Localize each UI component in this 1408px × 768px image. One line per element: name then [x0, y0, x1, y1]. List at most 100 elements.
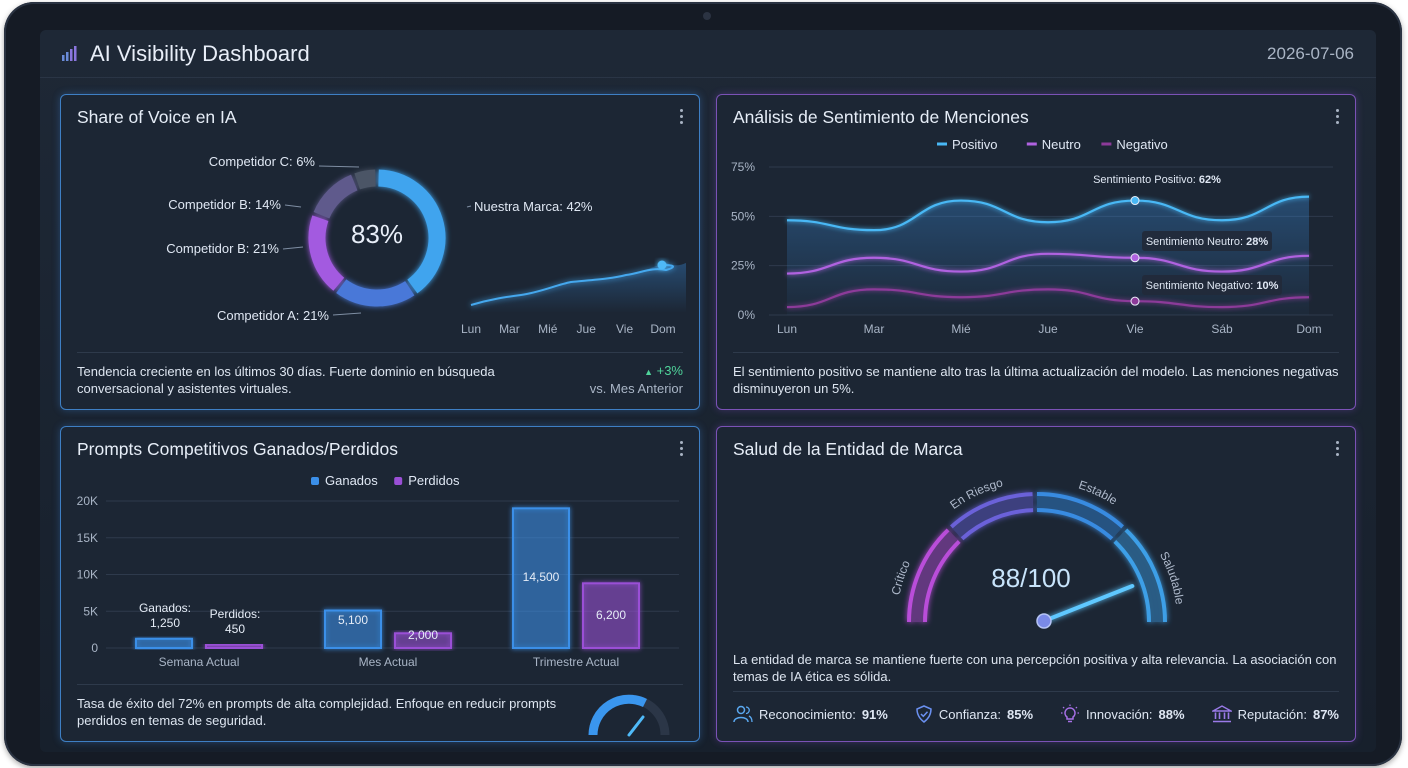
- shield-icon: [916, 705, 932, 723]
- x-tick-label: Jue: [1038, 322, 1058, 336]
- metric-value: 85%: [1007, 706, 1034, 722]
- more-options-icon[interactable]: [1335, 109, 1341, 125]
- segment-label-nuestra-marca: Nuestra Marca: 42%: [474, 199, 593, 214]
- brand-metrics-row: Reconocimiento: 91% Confianza: 85% Innov…: [733, 703, 1339, 725]
- bar-perdidos-trimestre-actual: [582, 582, 640, 650]
- segment-label-competidor-b-21: Competidor B: 21%: [166, 241, 279, 256]
- prompts-card: Prompts Competitivos Ganados/Perdidos Ga…: [60, 426, 700, 742]
- card-divider: [733, 352, 1339, 353]
- share-of-voice-description: Tendencia creciente en los últimos 30 dí…: [77, 364, 495, 396]
- share-of-voice-card: Share of Voice en IA 83% Nu: [60, 94, 700, 410]
- metric-value: 91%: [861, 706, 888, 722]
- y-tick-label: 75%: [731, 160, 755, 174]
- y-tick-label: 0: [91, 641, 98, 655]
- lightbulb-icon: [1061, 704, 1080, 723]
- gauge-needle: [1042, 584, 1135, 623]
- metric-label: Innovación:: [1086, 706, 1153, 722]
- top-bar: AI Visibility Dashboard 2026-07-06: [40, 30, 1376, 78]
- sentiment-card: Análisis de Sentimiento de Menciones Pos…: [716, 94, 1356, 410]
- x-tick-label: Lun: [777, 322, 797, 336]
- series-line-positivo: [786, 195, 1310, 232]
- y-tick-label: 15K: [77, 531, 98, 545]
- mini-gauge-icon: [588, 694, 670, 737]
- card-divider: [733, 691, 1339, 692]
- bar-ganados-mes-actual: [324, 609, 382, 649]
- bar-ganados-trimestre-actual: [512, 507, 570, 649]
- donut-segment-competidor-b-2: [308, 215, 345, 291]
- gauge-score: 88/100: [991, 563, 1071, 593]
- metric-label: Confianza:: [938, 706, 1002, 722]
- series-point-positivo: [1130, 196, 1140, 206]
- share-of-voice-chart: 83% Nuestra Marca: 42% Competidor B: 14%…: [166, 154, 686, 336]
- bank-icon: [1211, 705, 1232, 723]
- series-line-negativo: [786, 288, 1310, 309]
- prompts-bar-chart: Ganados Perdidos 0 5K 10K 15K 20K Semana Actu…: [77, 473, 679, 669]
- legend-swatch: [311, 477, 319, 485]
- donut-segment-competidor-c-4: [354, 169, 376, 190]
- y-tick-label: 0%: [738, 308, 756, 322]
- trend-day-label: Jue: [577, 322, 597, 336]
- segment-label-competidor-c: Competidor C: 6%: [209, 154, 316, 169]
- x-tick-label: Vie: [1126, 322, 1143, 336]
- more-options-icon[interactable]: [679, 441, 685, 457]
- donut-segment-nuestra-marca-0: [378, 169, 446, 294]
- x-tick-label: Mar: [864, 322, 885, 336]
- trend-day-label: Vie: [616, 322, 633, 336]
- donut-center-value: 83%: [351, 219, 403, 249]
- metric-label: Reconocimiento:: [759, 706, 856, 722]
- brand-health-gauge: Crítico En Riesgo Estable Saludable 88/1…: [889, 475, 1187, 629]
- arrow-up-icon: ▲: [644, 367, 653, 377]
- trend-end-point: [657, 260, 667, 270]
- more-options-icon[interactable]: [679, 109, 685, 125]
- bar-value-won-month: 5,100: [338, 613, 368, 627]
- sentiment-description: El sentimiento positivo se mantiene alto…: [733, 364, 1339, 396]
- donut-segment-competidor-a-1: [336, 279, 415, 307]
- series-point-neutro: [1130, 253, 1140, 263]
- change-indicator: ▲ +3% vs. Mes Anterior: [590, 363, 683, 396]
- tablet-frame: AI Visibility Dashboard 2026-07-06 Share…: [4, 2, 1402, 766]
- x-tick-label: Sáb: [1211, 322, 1233, 336]
- bar-value-lost-quarter: 6,200: [596, 608, 626, 622]
- trend-line: [470, 264, 674, 306]
- card-divider: [77, 352, 683, 353]
- y-tick-label: 5K: [83, 604, 98, 618]
- prompts-description: Tasa de éxito del 72% en prompts de alta…: [77, 696, 557, 728]
- annotation-negative: Sentimiento Negativo: 10%: [1146, 280, 1279, 292]
- x-tick-label: Mié: [951, 322, 971, 336]
- trend-day-label: Lun: [461, 322, 481, 336]
- metric-innovacion: Innovación: 88%: [1060, 703, 1185, 725]
- x-category-label: Semana Actual: [159, 655, 240, 669]
- change-value: +3%: [656, 363, 683, 378]
- positive-area: [787, 196, 1309, 315]
- bar-value-lost-week: 450: [225, 622, 245, 636]
- legend-label-negativo: Negativo: [1116, 137, 1167, 152]
- bar-chart-icon: [62, 46, 77, 61]
- y-tick-label: 10K: [77, 568, 98, 582]
- card-title-sentiment: Análisis de Sentimiento de Menciones: [733, 107, 1029, 127]
- brand-health-description: La entidad de marca se mantiene fuerte c…: [733, 652, 1337, 684]
- gauge-needle-hub: [1036, 613, 1052, 629]
- brand-health-card: Salud de la Entidad de Marca Crítico En …: [716, 426, 1356, 742]
- segment-label-competidor-b-14: Competidor B: 14%: [168, 197, 281, 212]
- bar-label-won-week: Ganados:: [139, 601, 191, 615]
- annotation-neutral: Sentimiento Neutro: 28%: [1146, 236, 1269, 248]
- bar-value-lost-month: 2,000: [408, 628, 438, 642]
- donut-segment-competidor-b-3: [313, 174, 358, 219]
- camera-dot: [703, 12, 711, 20]
- card-title-brand-health: Salud de la Entidad de Marca: [733, 439, 963, 459]
- legend-label-positivo: Positivo: [952, 137, 998, 152]
- x-tick-label: Dom: [1296, 322, 1321, 336]
- metric-reputacion: Reputación: 87%: [1211, 703, 1339, 725]
- more-options-icon[interactable]: [1335, 441, 1341, 457]
- metric-confianza: Confianza: 85%: [915, 703, 1033, 725]
- card-title-prompts: Prompts Competitivos Ganados/Perdidos: [77, 439, 398, 459]
- page-title: AI Visibility Dashboard: [90, 41, 310, 66]
- gauge-zone-labels: Crítico: [889, 558, 913, 596]
- bar-label-lost-week: Perdidos:: [210, 607, 261, 621]
- card-title-share-of-voice: Share of Voice en IA: [77, 107, 237, 127]
- metric-value: 87%: [1312, 706, 1339, 722]
- sentiment-chart: Positivo Neutro Negativo 0% 25% 50% 75% Lun Ma…: [731, 137, 1333, 336]
- legend-label-perdidos: Perdidos: [408, 473, 460, 488]
- y-tick-label: 25%: [731, 259, 755, 273]
- zone-critico: Crítico: [889, 558, 913, 596]
